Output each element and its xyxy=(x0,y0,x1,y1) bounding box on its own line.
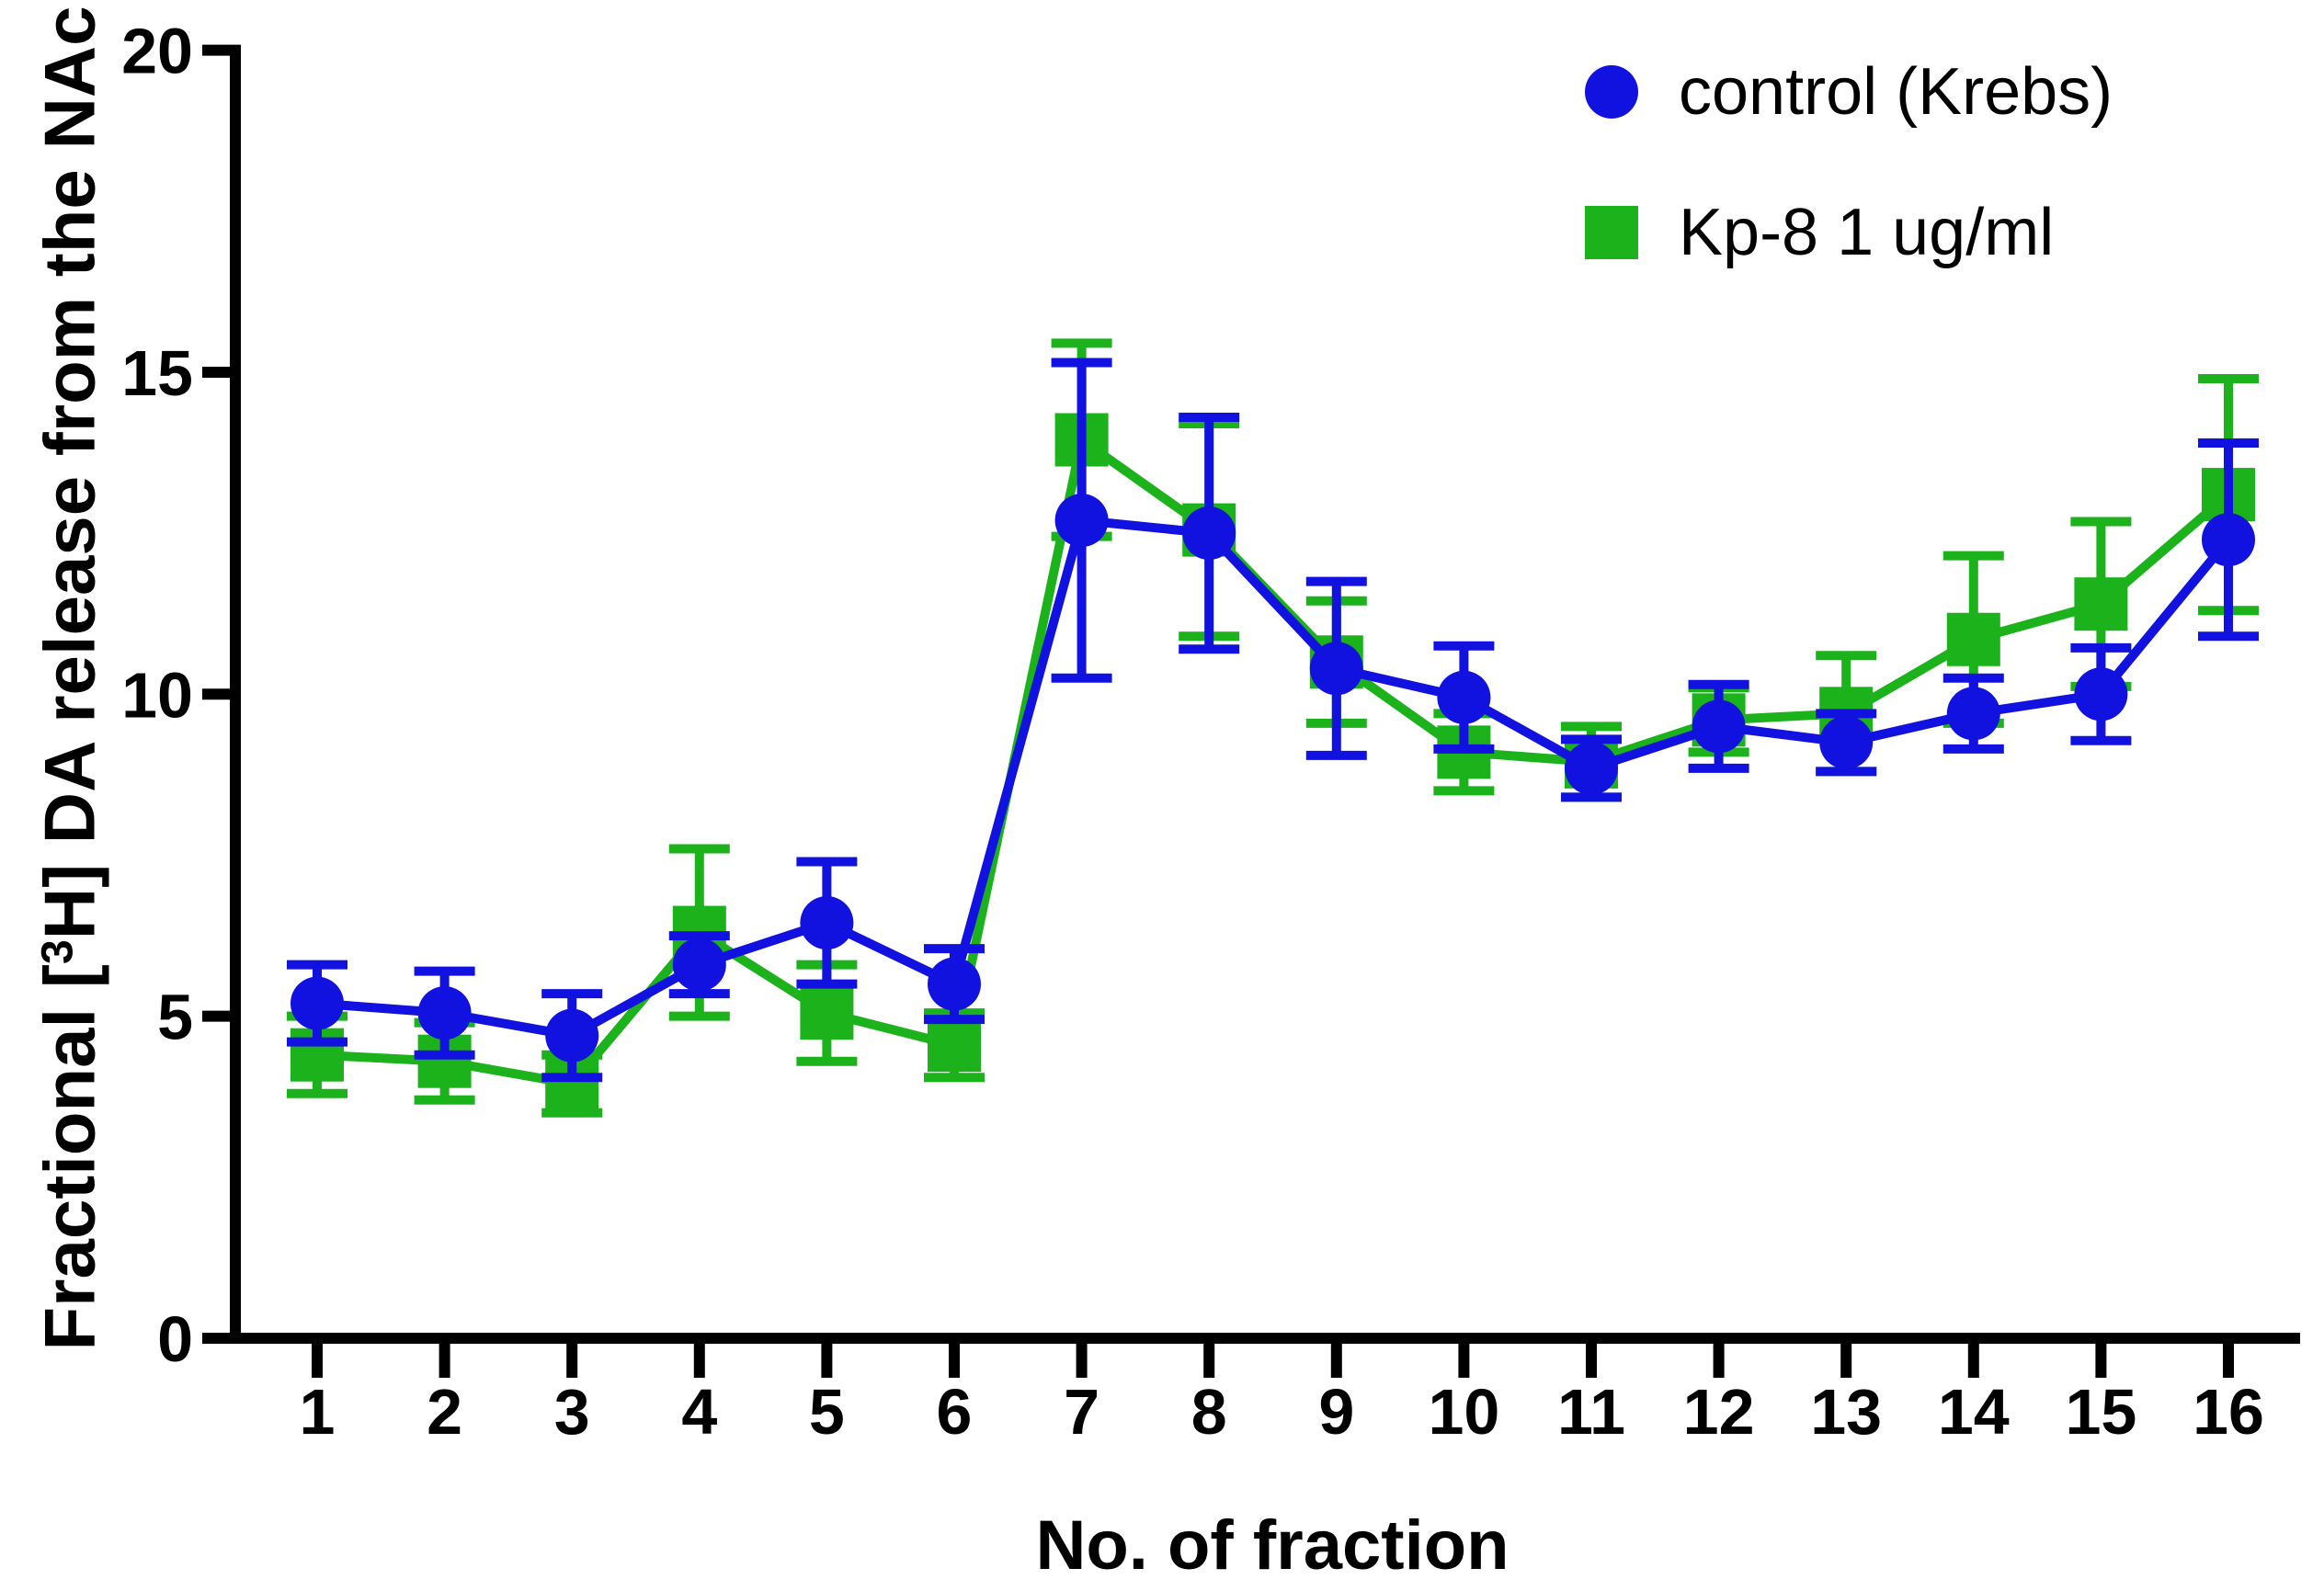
legend-circle-marker-icon xyxy=(1585,65,1638,119)
data-point-control-10 xyxy=(1437,670,1491,724)
x-axis-label: No. of fraction xyxy=(1035,1506,1509,1585)
x-tick-label: 3 xyxy=(554,1376,590,1448)
data-point-kp8-5 xyxy=(800,986,854,1040)
series-line-kp8 xyxy=(316,432,2232,1089)
data-point-control-14 xyxy=(1946,687,2000,741)
data-point-control-13 xyxy=(1819,715,1874,769)
y-tick-label: 5 xyxy=(157,982,193,1053)
data-point-control-8 xyxy=(1182,506,1236,561)
data-point-control-2 xyxy=(417,986,472,1040)
x-tick-label: 9 xyxy=(1318,1376,1354,1448)
data-point-control-5 xyxy=(800,896,854,950)
y-tick-label: 15 xyxy=(121,337,193,409)
y-axis-label-prefix: Fractional [ xyxy=(28,964,110,1351)
data-point-control-11 xyxy=(1565,741,1618,795)
data-point-control-9 xyxy=(1309,642,1363,696)
data-point-control-3 xyxy=(545,1008,599,1063)
data-point-kp8-6 xyxy=(928,1018,981,1073)
data-point-control-1 xyxy=(290,976,344,1030)
data-point-kp8-14 xyxy=(1946,612,2000,666)
x-tick-label: 6 xyxy=(937,1376,973,1448)
x-tick-label: 8 xyxy=(1191,1376,1227,1448)
data-point-control-4 xyxy=(672,938,726,992)
data-point-control-6 xyxy=(928,957,981,1011)
x-tick-label: 2 xyxy=(427,1376,462,1448)
x-tick-label: 5 xyxy=(809,1376,845,1448)
y-tick-label: 10 xyxy=(121,659,193,731)
x-tick-label: 4 xyxy=(681,1376,717,1448)
series-line-control xyxy=(316,515,2232,1040)
legend-square-marker-icon xyxy=(1585,206,1638,259)
data-point-control-15 xyxy=(2074,667,2128,722)
x-tick-label: 11 xyxy=(1557,1376,1625,1448)
legend-item-kp8: Kp-8 1 ug/ml xyxy=(1561,188,2113,277)
data-point-kp8-15 xyxy=(2074,577,2128,631)
legend-item-control: control (Krebs) xyxy=(1561,48,2113,136)
x-tick-label: 13 xyxy=(1810,1376,1882,1448)
data-point-control-7 xyxy=(1054,494,1109,548)
x-tick-label: 14 xyxy=(1938,1376,2010,1448)
x-tick-label: 7 xyxy=(1064,1376,1099,1448)
legend-label-kp8: Kp-8 1 ug/ml xyxy=(1679,196,2055,269)
legend-label-control: control (Krebs) xyxy=(1679,55,2113,129)
y-axis-label: Fractional [3H] DA release from the NAc xyxy=(28,6,112,1350)
data-point-control-16 xyxy=(2202,513,2255,567)
x-tick-label: 16 xyxy=(2193,1376,2264,1448)
y-tick-label: 20 xyxy=(121,16,193,87)
legend: control (Krebs) Kp-8 1 ug/ml xyxy=(1561,48,2113,329)
y-axis-label-suffix: H] DA release from the NAc xyxy=(28,6,110,940)
y-tick-label: 0 xyxy=(157,1303,193,1375)
y-axis-label-superscript: 3 xyxy=(32,939,83,965)
x-tick-label: 12 xyxy=(1683,1376,1755,1448)
x-tick-label: 1 xyxy=(300,1376,336,1448)
x-tick-label: 15 xyxy=(2065,1376,2136,1448)
data-point-control-12 xyxy=(1692,699,1746,754)
x-tick-label: 10 xyxy=(1428,1376,1499,1448)
